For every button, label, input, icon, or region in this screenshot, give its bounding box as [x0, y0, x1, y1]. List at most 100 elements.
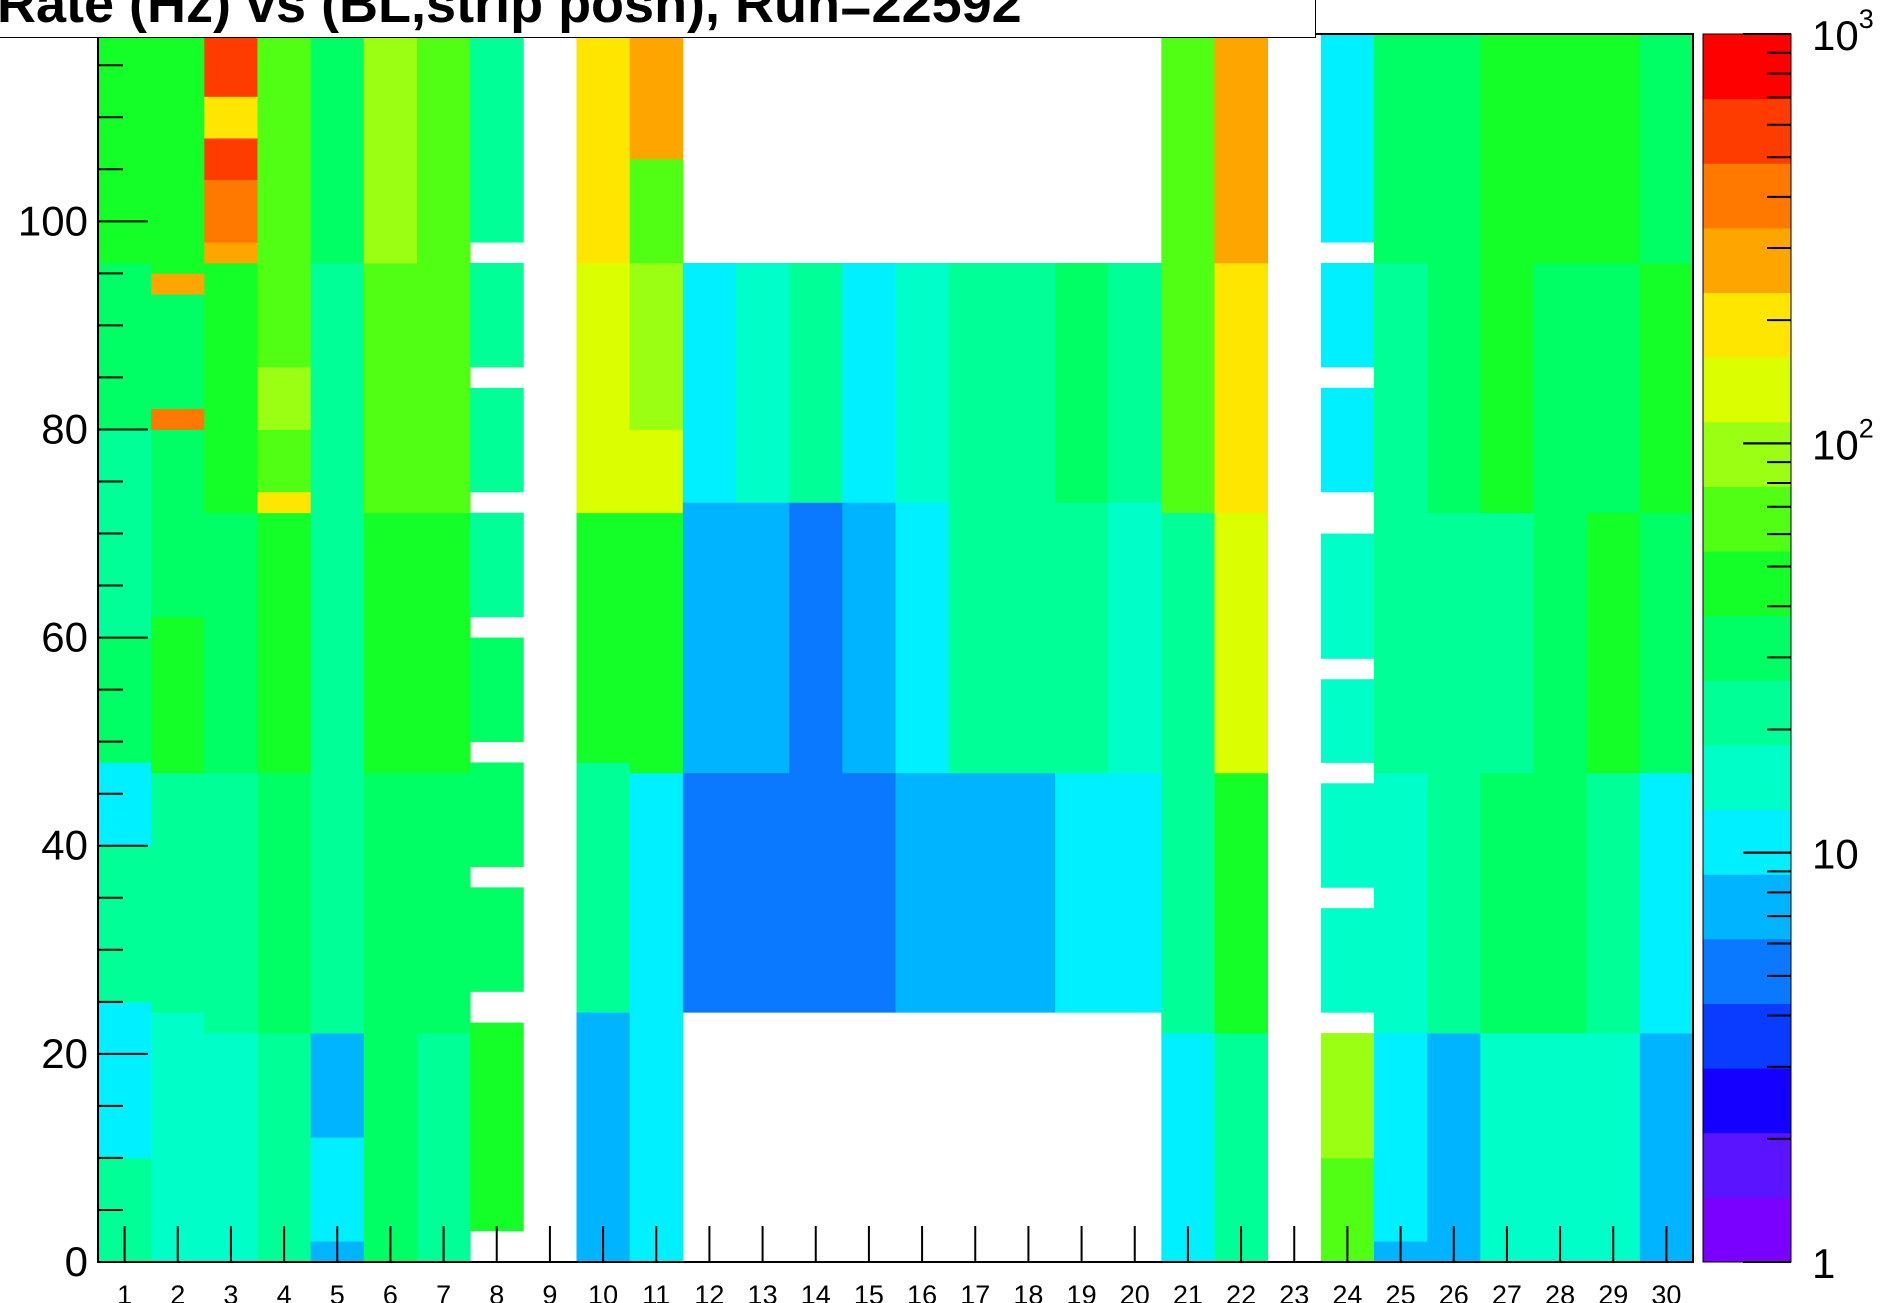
heatmap-cell-bl11 — [629, 262, 684, 430]
heatmap-cell-bl24 — [1320, 783, 1375, 888]
heatmap-cell-bl21 — [1161, 1033, 1215, 1263]
heatmap-cell-bl1 — [98, 262, 152, 430]
heatmap-cell-bl26 — [1427, 512, 1481, 774]
heatmap-cell-bl15 — [842, 502, 896, 774]
heatmap-cell-bl4 — [257, 34, 312, 274]
heatmap-cell-bl11 — [629, 637, 684, 774]
heatmap-cell-bl24 — [1320, 262, 1375, 368]
heatmap-cell-bl8 — [470, 762, 524, 867]
heatmap-cell-bl22 — [1214, 262, 1269, 514]
palette-swatch — [1703, 1003, 1791, 1069]
heatmap-cell-bl8 — [470, 262, 524, 368]
heatmap-cell-bl29 — [1586, 1033, 1641, 1263]
y-tick-label-0: 0 — [65, 1238, 88, 1285]
heatmap-cell-bl4 — [257, 512, 312, 774]
x-tick-label-3: 3 — [223, 1280, 238, 1303]
heatmap-cell-bl14 — [789, 772, 843, 1013]
heatmap-cell-bl25 — [1374, 772, 1428, 1034]
heatmap-cell-bl5 — [310, 34, 365, 264]
heatmap-cell-bl24 — [1320, 679, 1375, 763]
heatmap-cell-bl7 — [417, 512, 471, 774]
palette-swatch — [1703, 680, 1791, 746]
heatmap-cell-bl3 — [204, 242, 258, 264]
heatmap-cell-bl27 — [1480, 772, 1534, 1034]
x-tick-label-25: 25 — [1386, 1280, 1416, 1303]
palette-swatch — [1703, 34, 1791, 100]
heatmap-cell-bl13 — [736, 772, 790, 1013]
heatmap-cell-bl18 — [1001, 502, 1056, 774]
palette-swatch — [1703, 1132, 1791, 1198]
heatmap-cell-bl18 — [1001, 262, 1056, 503]
palette-swatch — [1703, 486, 1791, 552]
heatmap-cell-bl2 — [151, 429, 205, 618]
heatmap-cell-bl29 — [1586, 34, 1641, 264]
heatmap-cell-bl1 — [98, 845, 152, 1003]
heatmap-cell-bl14 — [789, 262, 843, 503]
z-tick-label-10: 10 — [1812, 831, 1859, 878]
heatmap-cell-bl4 — [257, 491, 312, 514]
heatmap-cell-bl15 — [842, 262, 896, 503]
x-tick-label-16: 16 — [907, 1280, 937, 1303]
heatmap-cell-bl5 — [310, 512, 365, 774]
y-tick-label-80: 80 — [41, 405, 88, 452]
heatmap-cell-bl5 — [310, 262, 365, 514]
palette-swatch — [1703, 163, 1791, 229]
heatmap-cell-bl5 — [310, 1033, 365, 1138]
z-tick-exponent: 2 — [1859, 413, 1874, 443]
heatmap-cell-bl21 — [1161, 34, 1215, 264]
heatmap-cell-bl2 — [151, 34, 205, 274]
heatmap-cell-bl8 — [470, 512, 524, 618]
heatmap-cell-bl29 — [1586, 262, 1641, 514]
heatmap-cell-bl4 — [257, 429, 312, 493]
heatmap-cell-bl11 — [629, 429, 684, 514]
heatmap-cell-bl3 — [204, 179, 258, 243]
heatmap-cell-bl16 — [895, 502, 950, 774]
heatmap-cell-bl12 — [682, 772, 737, 1013]
heatmap-cell-bl1 — [98, 762, 152, 847]
heatmap-cell-bl24 — [1320, 34, 1375, 243]
palette-swatch — [1703, 615, 1791, 681]
heatmap-cell-bl20 — [1108, 772, 1162, 1013]
heatmap-cell-bl25 — [1374, 512, 1428, 774]
heatmap-cell-bl28 — [1533, 1033, 1588, 1263]
y-tick-label-100: 100 — [18, 197, 88, 244]
heatmap-cell-bl1 — [98, 637, 152, 763]
heatmap-cell-bl6 — [363, 512, 418, 774]
heatmap-cell-bl3 — [204, 138, 258, 181]
palette-swatch — [1703, 421, 1791, 487]
heatmap-cell-bl22 — [1214, 1033, 1269, 1263]
x-tick-label-22: 22 — [1226, 1280, 1256, 1303]
heatmap-cell-bl30 — [1639, 34, 1694, 264]
heatmap-cell-bl28 — [1533, 34, 1588, 264]
heatmap-cell-bl25 — [1374, 34, 1428, 264]
heatmap-cell-bl17 — [948, 502, 1003, 774]
heatmap-cell-bl10 — [576, 762, 631, 1013]
heatmap-cell-bl5 — [310, 1137, 365, 1242]
heatmap-cell-bl4 — [257, 367, 312, 430]
palette-swatch — [1703, 938, 1791, 1004]
y-tick-label-60: 60 — [41, 614, 88, 661]
heatmap-cell-bl27 — [1480, 512, 1534, 774]
heatmap-cells — [98, 34, 1694, 1263]
x-tick-label-21: 21 — [1173, 1280, 1203, 1303]
heatmap-cell-bl16 — [895, 772, 950, 1013]
heatmap-cell-bl30 — [1639, 262, 1694, 514]
palette-swatch — [1703, 357, 1791, 423]
heatmap-cell-bl27 — [1480, 1033, 1534, 1263]
heatmap-cell-bl27 — [1480, 262, 1534, 514]
palette-swatch — [1703, 292, 1791, 358]
heatmap-cell-bl7 — [417, 262, 471, 514]
heatmap-cell-bl3 — [204, 96, 258, 139]
heatmap-cell-bl6 — [363, 772, 418, 1034]
heatmap-cell-bl7 — [417, 1033, 471, 1263]
y-axis: 0 20 40 60 80 100 — [18, 64, 148, 1285]
x-axis: 1 2 3 4 5 6 7 8 9 10 11 12 13 14 15 16 17 18 19 20 21 22 23 24 2… — [117, 1226, 1681, 1303]
heatmap-cell-bl8 — [470, 387, 524, 493]
heatmap-cell-bl21 — [1161, 262, 1215, 514]
heatmap-cell-bl29 — [1586, 512, 1641, 774]
heatmap-cell-bl4 — [257, 1033, 312, 1263]
heatmap-cell-bl2 — [151, 294, 205, 410]
heatmap-cell-bl22 — [1214, 512, 1269, 774]
z-tick-label-1: 1 — [1812, 1240, 1835, 1287]
heatmap-cell-bl29 — [1586, 772, 1641, 1034]
